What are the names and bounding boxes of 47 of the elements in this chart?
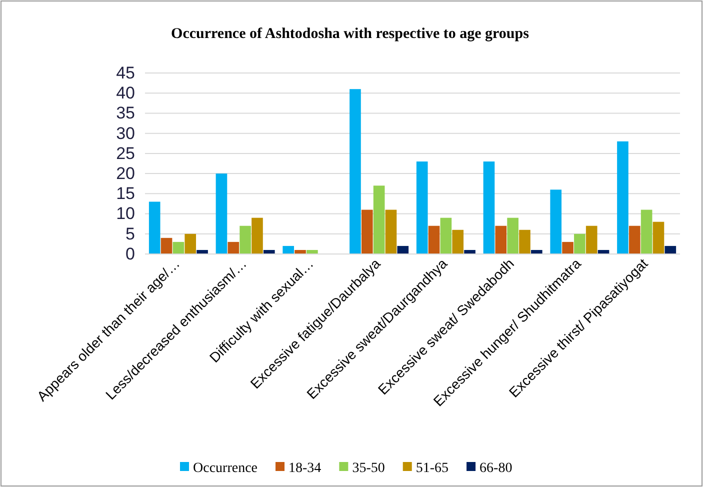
y-tick-label: 10 — [116, 204, 135, 224]
bar — [628, 226, 640, 254]
bar — [216, 174, 228, 254]
bar — [440, 218, 452, 254]
legend-label: 66-80 — [480, 460, 512, 476]
bar — [172, 242, 184, 254]
y-tick-label: 35 — [116, 104, 135, 123]
y-tick-label: 20 — [116, 164, 135, 183]
legend-label: 51-65 — [416, 460, 449, 476]
y-tick-label: 40 — [116, 84, 135, 103]
bar — [483, 161, 495, 254]
bar — [617, 141, 628, 254]
bar — [228, 242, 240, 254]
bar — [640, 210, 652, 254]
bar — [373, 186, 385, 254]
bar — [160, 238, 172, 254]
bar — [397, 246, 409, 254]
y-tick-label: 0 — [126, 244, 135, 264]
bar — [550, 190, 562, 254]
bar — [495, 226, 507, 254]
bar — [282, 246, 294, 254]
chart-title: Occurrence of Ashtodosha with respective to age groups — [171, 26, 530, 42]
legend-label: Occurrence — [193, 460, 258, 476]
bar — [428, 226, 440, 254]
bar — [652, 222, 664, 254]
legend-label: 18-34 — [288, 460, 322, 476]
bar — [562, 242, 574, 254]
bar — [361, 210, 373, 254]
bar — [350, 89, 361, 254]
y-tick-label: 30 — [116, 124, 135, 143]
bar — [586, 226, 598, 254]
bar — [252, 218, 263, 254]
bar — [184, 234, 196, 254]
bar — [385, 210, 397, 254]
bar — [507, 218, 518, 254]
y-tick-label: 5 — [126, 224, 135, 244]
y-tick-label: 25 — [116, 144, 135, 163]
y-tick-label: 15 — [116, 184, 135, 204]
bar — [574, 234, 586, 254]
legend-label: 35-50 — [352, 460, 385, 476]
bar — [452, 230, 464, 254]
bar — [416, 161, 428, 254]
bar — [148, 202, 160, 254]
y-tick-label: 45 — [116, 63, 135, 82]
bar — [240, 226, 251, 254]
bar — [664, 246, 676, 254]
bar — [519, 230, 530, 254]
